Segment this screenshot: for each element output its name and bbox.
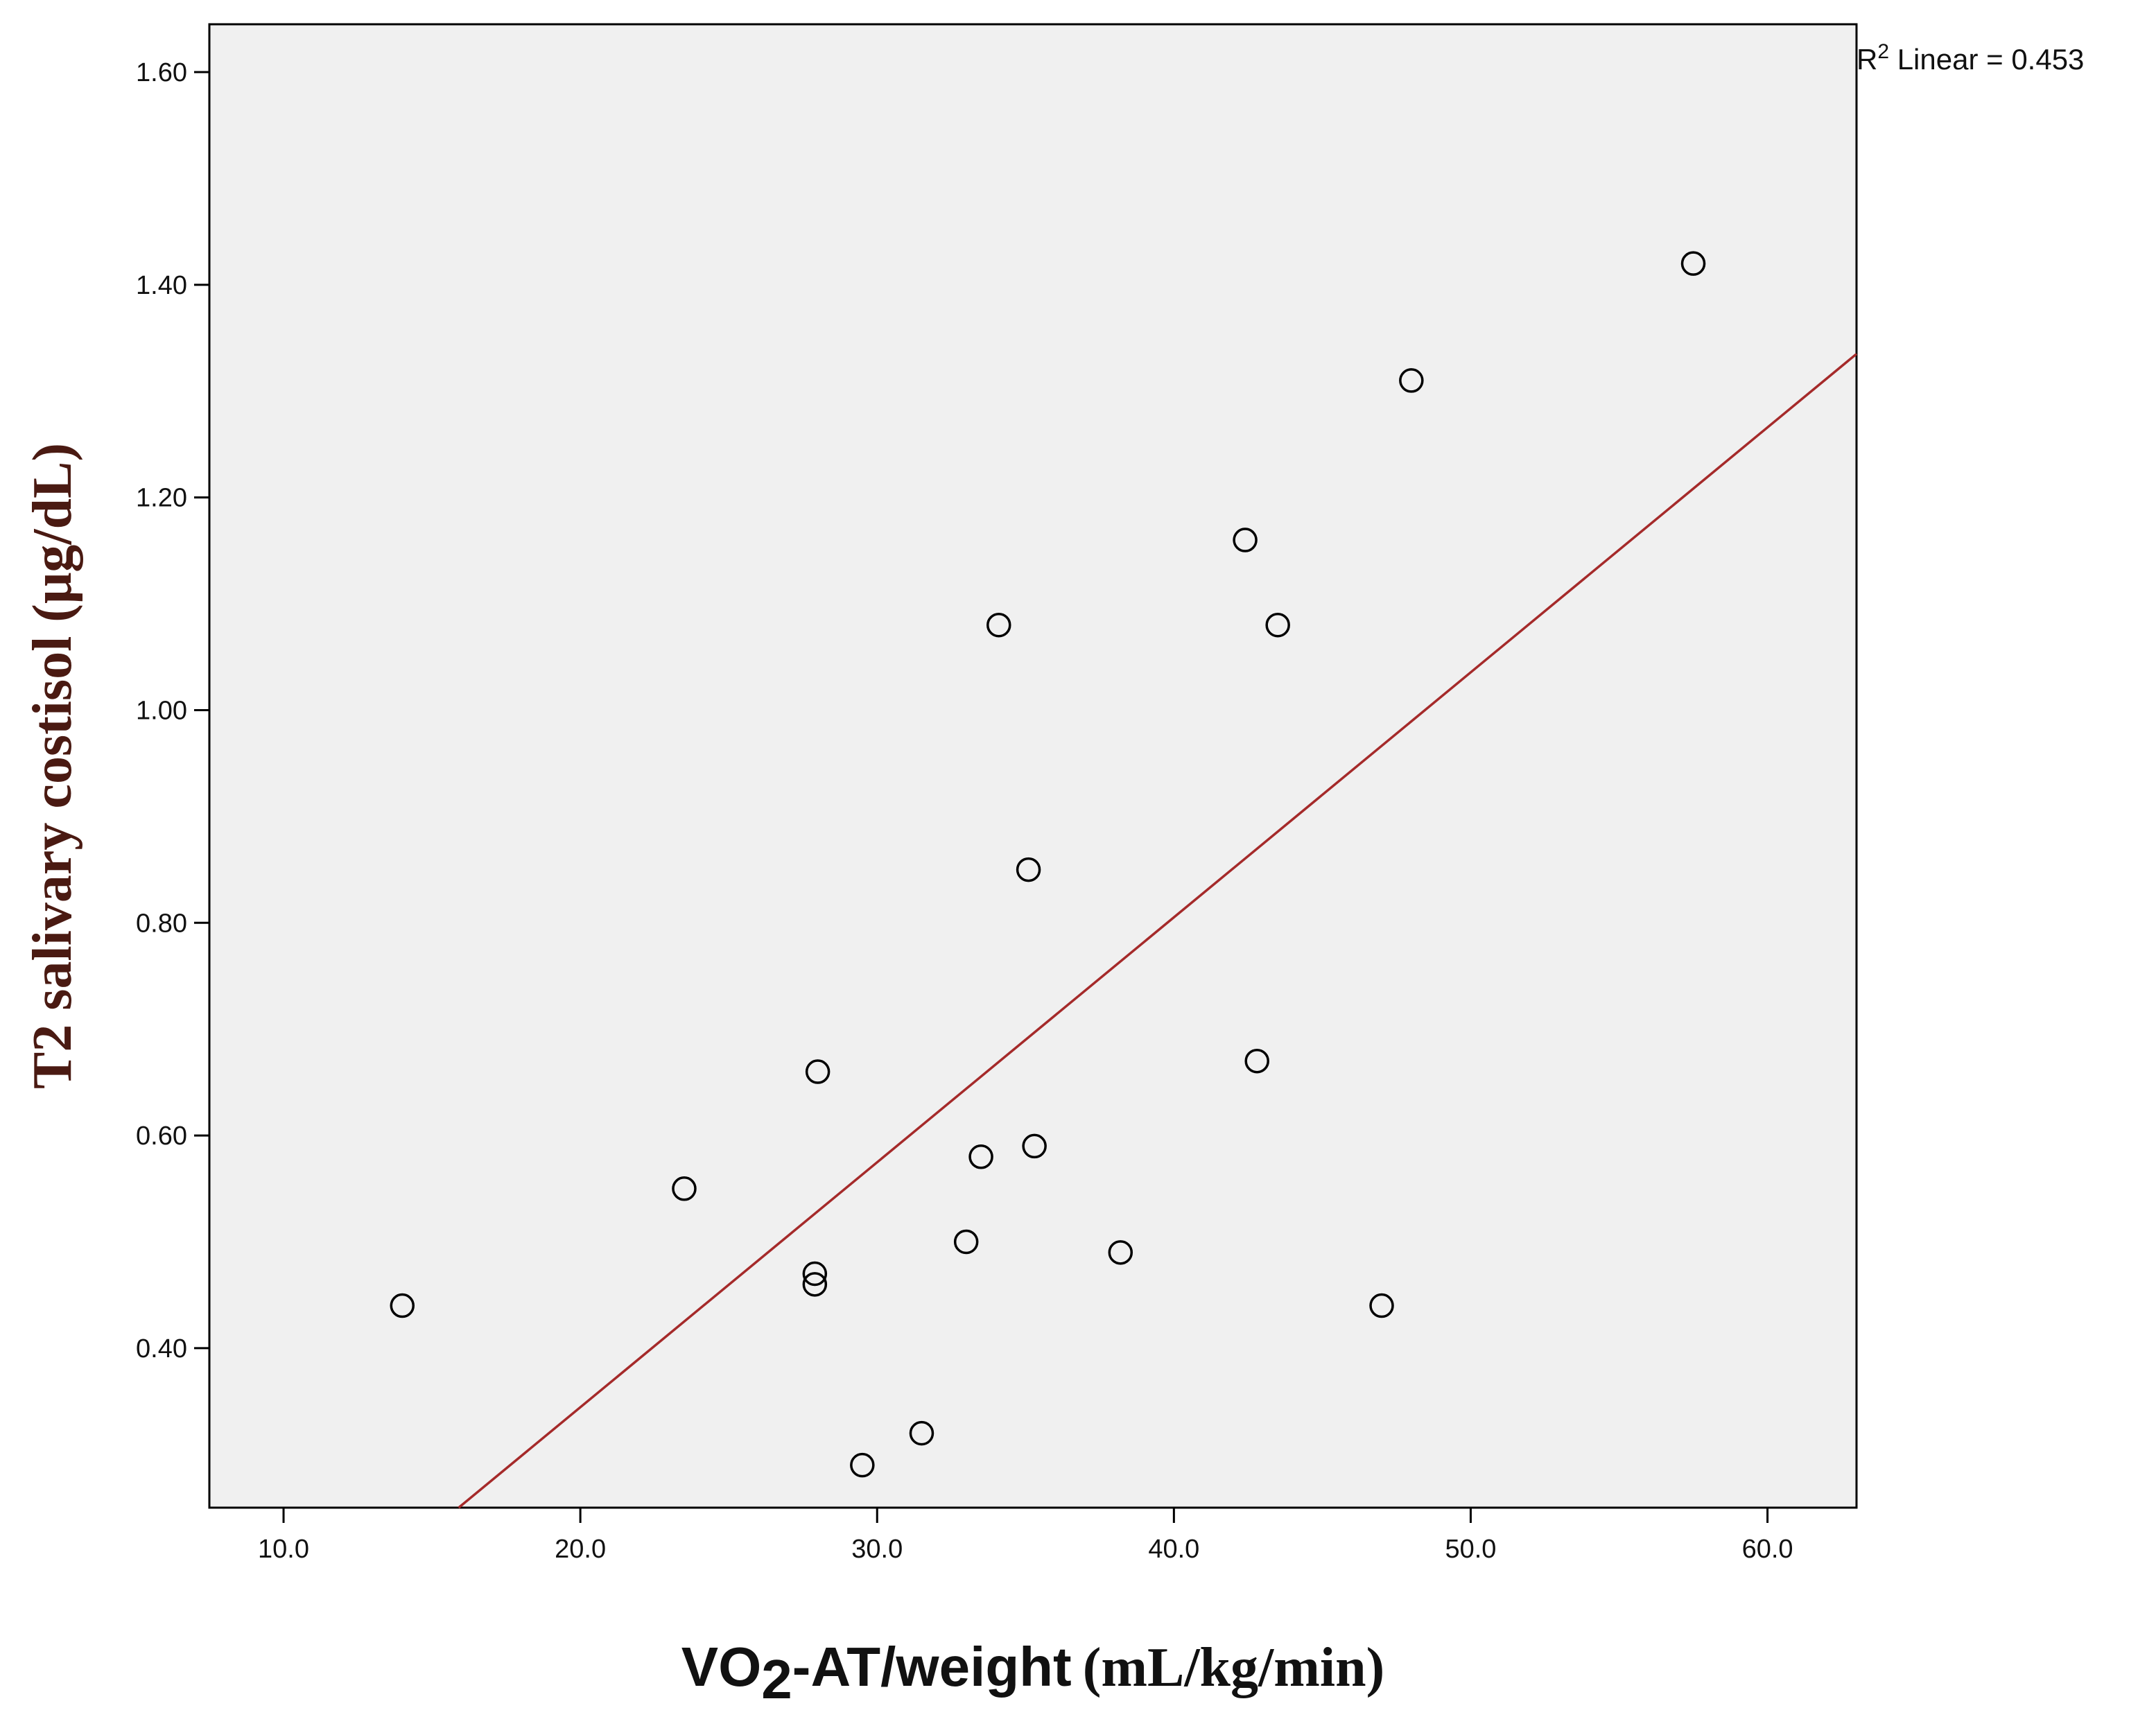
x-tick-label: 20.0 <box>555 1535 606 1564</box>
y-tick-label: 0.40 <box>136 1334 187 1363</box>
data-point <box>1022 1133 1047 1159</box>
data-point <box>802 1261 828 1287</box>
data-point <box>805 1059 831 1084</box>
y-tick-label: 0.80 <box>136 909 187 938</box>
x-tick-label: 40.0 <box>1148 1535 1199 1564</box>
r2-superscript: 2 <box>1877 40 1889 63</box>
y-tick-label: 1.20 <box>136 484 187 513</box>
y-axis-label: T2 salivary costisol (μg/dL) <box>22 443 83 1089</box>
data-point <box>986 612 1011 638</box>
x-axis-label-subscript: 2 <box>761 1648 792 1710</box>
data-point <box>1265 612 1290 638</box>
data-point <box>968 1144 993 1169</box>
data-point <box>1233 528 1258 552</box>
axis-ticks: 10.0 20.0 30.0 40.0 50.0 60.0 0.40 0.60 0.80 1.00… <box>136 58 1793 1564</box>
data-point <box>1369 1293 1394 1318</box>
x-axis-label: VO2-AT/weight (mL/kg/min) <box>681 1636 1385 1710</box>
data-point <box>850 1452 875 1478</box>
data-point <box>1244 1048 1269 1074</box>
r2-annotation: R2 Linear = 0.453 <box>1857 40 2084 76</box>
x-tick-label: 50.0 <box>1445 1535 1496 1564</box>
regression-line-layer <box>458 353 1858 1509</box>
x-tick-label: 10.0 <box>258 1535 309 1564</box>
y-tick-label: 1.00 <box>136 696 187 725</box>
data-point <box>909 1420 934 1446</box>
data-point <box>1016 857 1041 882</box>
x-tick-label: 60.0 <box>1742 1535 1793 1564</box>
data-point <box>953 1229 979 1255</box>
data-point <box>390 1293 415 1318</box>
y-tick-label: 1.60 <box>136 58 187 87</box>
y-tick-label: 1.40 <box>136 271 187 300</box>
y-tick-label: 0.60 <box>136 1122 187 1151</box>
data-point <box>1108 1240 1133 1265</box>
data-point <box>672 1176 697 1201</box>
data-point <box>1680 251 1706 276</box>
plot-area <box>208 23 1858 1509</box>
data-points <box>390 251 1706 1478</box>
data-point <box>802 1272 828 1297</box>
regression-line <box>458 353 1858 1509</box>
data-point <box>1399 368 1424 393</box>
x-tick-label: 30.0 <box>851 1535 903 1564</box>
